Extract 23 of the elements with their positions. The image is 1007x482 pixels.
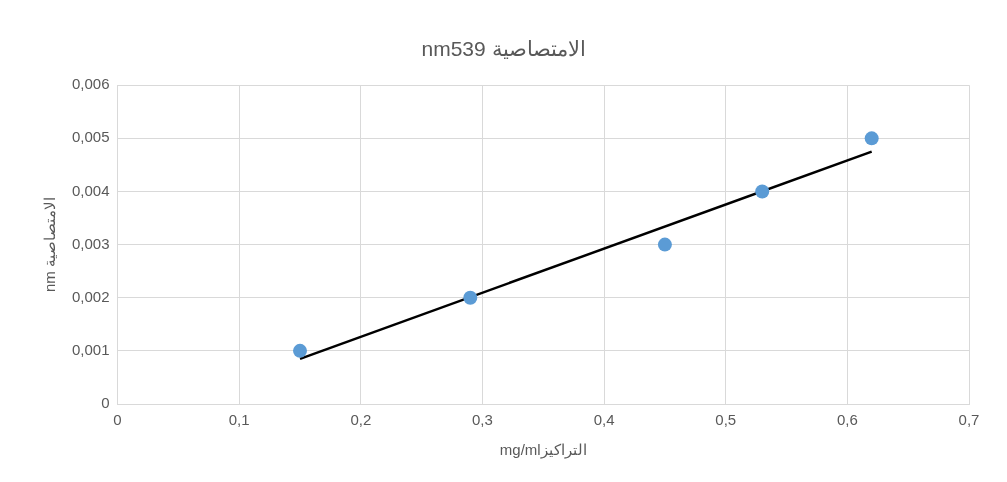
point xyxy=(292,343,307,358)
y-tick-label: 0,001 xyxy=(71,341,110,359)
x-tick-label: 0,4 xyxy=(593,411,615,429)
y-tick-label: 0,006 xyxy=(71,75,110,93)
x-tick-label: 0 xyxy=(113,411,122,429)
x-tick-label: 0,6 xyxy=(836,411,858,429)
y-tick-label: 0 xyxy=(101,394,110,412)
point xyxy=(755,184,770,199)
x-tick-label: 0,7 xyxy=(958,411,980,429)
y-tick-label: 0,002 xyxy=(71,287,110,305)
x-tick-label: 0,1 xyxy=(228,411,250,429)
y-tick-label: 0,005 xyxy=(71,128,110,146)
chart-title: nm539 الامتصاصية xyxy=(421,37,586,61)
point xyxy=(864,131,879,146)
x-tick-label: 0,3 xyxy=(472,411,493,429)
point xyxy=(657,237,672,252)
point xyxy=(463,290,478,305)
x-axis-title: mg/mlالتراكيز xyxy=(499,441,587,460)
y-axis-title: nm الامتصاصية xyxy=(41,197,59,293)
y-tick-label: 0,003 xyxy=(71,234,110,252)
x-tick-label: 0,5 xyxy=(715,411,737,429)
y-tick-label: 0,004 xyxy=(71,181,110,199)
x-tick-label: 0,2 xyxy=(350,411,372,429)
